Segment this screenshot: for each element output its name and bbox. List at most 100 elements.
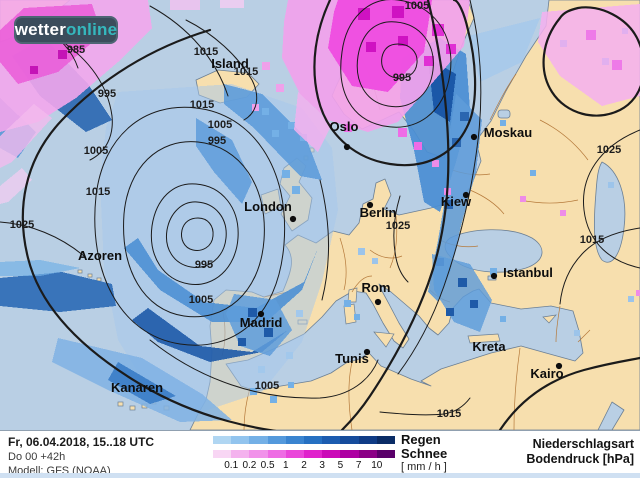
legend-color-segment (376, 436, 396, 444)
precipitation-legend: 0.1 0.2 0.5 1 2 3 5 7 10 (213, 436, 396, 471)
pressure-value-label: 995 (208, 135, 226, 147)
pressure-value-label: 1015 (437, 408, 461, 420)
city-label: Oslo (330, 119, 359, 134)
pressure-value-label: 995 (195, 259, 213, 271)
city-label: Kanaren (111, 380, 163, 395)
wetteronline-logo: wetter online (14, 16, 118, 44)
city-label: Madrid (240, 315, 283, 330)
city-dot (363, 348, 371, 356)
pressure-value-label: 985 (67, 44, 85, 56)
legend-tick: 7 (355, 460, 362, 471)
city-dot (555, 362, 563, 370)
weather-map: 985 995 1015 1015 1015 1005 995 1005 1015 1025 995… (0, 0, 640, 436)
legend-color-segment (304, 450, 323, 458)
legend-tick: 0.5 (260, 460, 275, 471)
city-label: London (244, 199, 292, 214)
logo-text-online: online (66, 20, 118, 39)
island-corsica (347, 287, 358, 303)
snow-label: Schnee (401, 446, 448, 461)
pressure-value-label: 1005 (405, 0, 429, 12)
rain-color-scale (213, 436, 396, 444)
rain-label: Regen (401, 432, 441, 447)
city-dot (343, 143, 351, 151)
legend-color-segment (358, 450, 377, 458)
pressure-value-label: 1025 (386, 220, 410, 232)
city-labels: Island Oslo Moskau London Berlin Kiew Istanbul… (78, 56, 564, 395)
legend-color-segment (285, 450, 305, 458)
legend-color-segment (322, 450, 341, 458)
legend-color-segment (249, 450, 268, 458)
legend-color-segment (358, 436, 377, 444)
caspian-sea (593, 161, 626, 263)
legend-tick-values: 0.1 0.2 0.5 1 2 3 5 7 10 (213, 460, 395, 471)
pressure-value-label: 1005 (189, 294, 213, 306)
legend-color-segment (231, 436, 250, 444)
footer-bottom-strip (0, 473, 640, 478)
legend-color-segment (213, 450, 232, 458)
legend-color-segment (231, 450, 250, 458)
city-label: Istanbul (503, 265, 553, 280)
pressure-value-label: 1015 (86, 186, 110, 198)
legend-color-segment (249, 436, 268, 444)
city-label: Tunis (335, 351, 369, 366)
precip-type-title: Niederschlagsart (532, 437, 634, 451)
legend-color-segment (340, 450, 359, 458)
city-label: Moskau (484, 125, 532, 140)
city-label: Kiew (441, 194, 472, 209)
pressure-value-label: 1015 (194, 46, 218, 58)
island-crete (467, 333, 501, 344)
legend-tick: 10 (371, 460, 383, 471)
city-dot (490, 272, 498, 280)
pressure-value-label: 1005 (255, 380, 279, 392)
legend-color-segment (322, 436, 341, 444)
forecast-info: Fr, 06.04.2018, 15..18 UTC Do 00 +42h Mo… (8, 435, 154, 478)
city-label: Rom (362, 280, 391, 295)
inner-seas (225, 109, 626, 431)
legend-tick: 1 (283, 460, 289, 471)
pressure-labels: 985 995 1015 1015 1015 1005 995 1005 1015 1025 995… (10, 0, 621, 420)
rain-precipitation (0, 18, 634, 422)
legend-tick: 2 (301, 460, 307, 471)
pressure-value-label: 1025 (10, 219, 34, 231)
legend-side-labels: Regen Schnee [ mm / h ] (401, 433, 447, 474)
map-canvas: 985 995 1015 1015 1015 1005 995 1005 1015 1025 995… (0, 0, 640, 436)
pressure-value-label: 1015 (190, 99, 214, 111)
pressure-value-label: 995 (98, 88, 116, 100)
pressure-value-label: 995 (393, 72, 411, 84)
snow-color-scale (213, 450, 396, 458)
legend-color-segment (376, 450, 396, 458)
pressure-value-label: 1005 (84, 145, 108, 157)
isobar-contours-bold (21, 0, 640, 436)
city-dot (257, 310, 265, 318)
city-label: Kreta (472, 339, 506, 354)
island-cyprus (542, 314, 557, 324)
legend-tick: 0.2 (242, 460, 257, 471)
legend-color-segment (213, 436, 232, 444)
pressure-value-label: 1015 (234, 66, 258, 78)
city-label: Kairo (530, 366, 563, 381)
logo-text-wetter: wetter (14, 20, 67, 39)
city-dot (462, 191, 470, 199)
legend-color-segment (285, 436, 305, 444)
legend-color-segment (267, 436, 286, 444)
legend-tick: 5 (337, 460, 344, 471)
lake-ladoga (497, 109, 511, 119)
city-label: Azoren (78, 248, 122, 263)
legend-color-segment (340, 436, 359, 444)
isobar-contours (0, 0, 640, 416)
legend-unit-label: [ mm / h ] (401, 461, 447, 473)
island-sicily (373, 331, 395, 348)
city-dot (289, 215, 297, 223)
pressure-value-label: 1015 (580, 234, 604, 246)
valid-time-label: Fr, 06.04.2018, 15..18 UTC (8, 435, 155, 449)
city-dot (470, 133, 478, 141)
pressure-title: Bodendruck [hPa] (526, 452, 634, 466)
info-footer: Fr, 06.04.2018, 15..18 UTC Do 00 +42h Mo… (0, 430, 640, 478)
city-dot (366, 201, 374, 209)
pressure-value-label: 1005 (208, 119, 232, 131)
layer-titles: Niederschlagsart Bodendruck [hPa] (526, 437, 634, 467)
legend-tick: 0.1 (224, 460, 239, 471)
run-offset-label: Do 00 +42h (8, 451, 66, 463)
legend-color-segment (267, 450, 286, 458)
